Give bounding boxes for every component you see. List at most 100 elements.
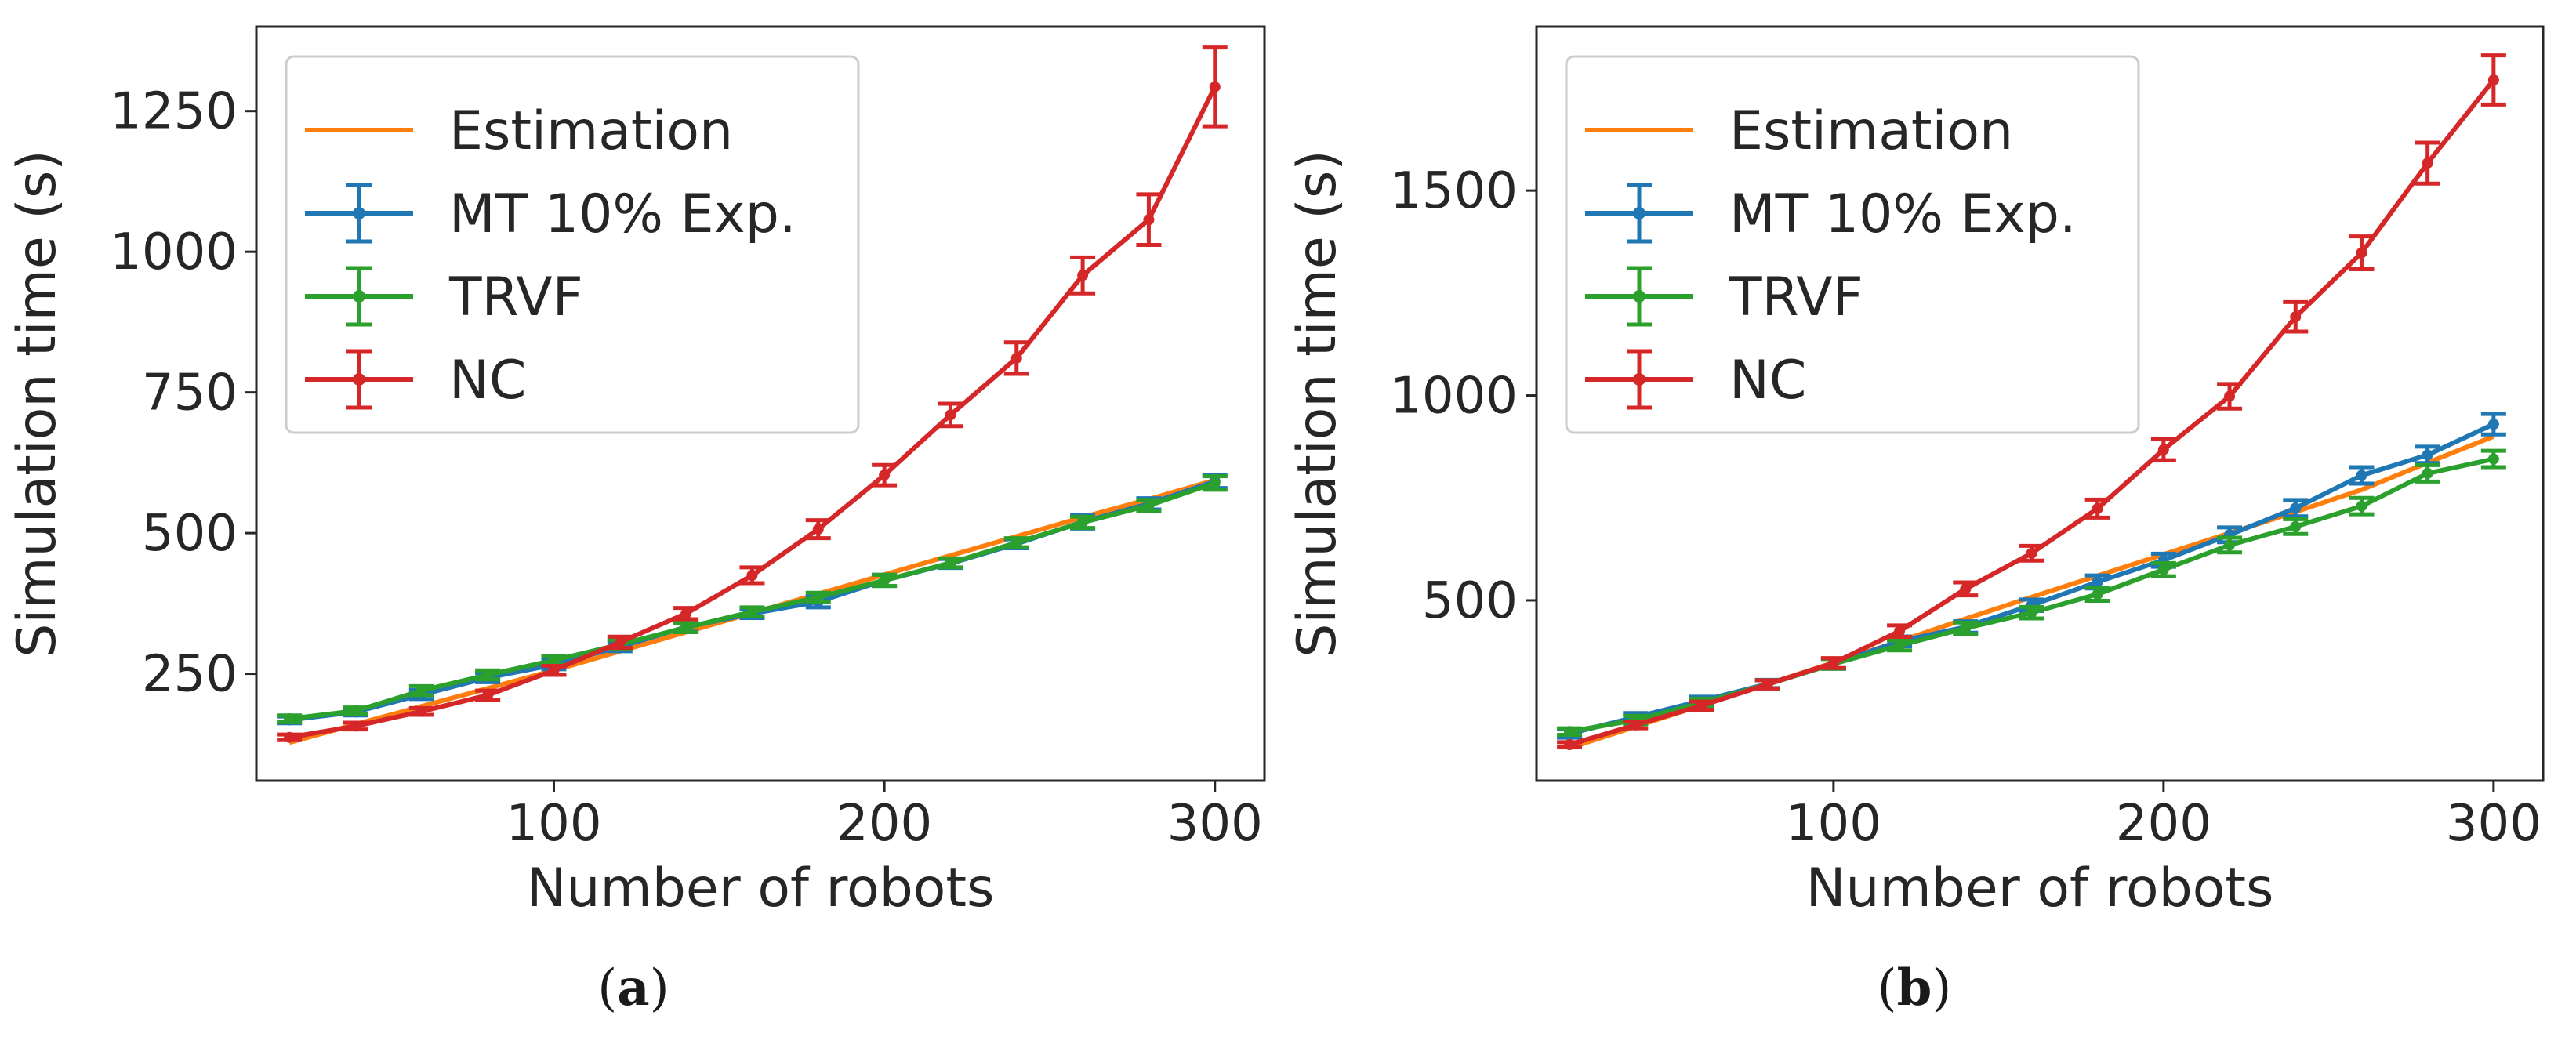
series-trvf — [1557, 448, 2506, 738]
y-axis-label: Simulation time (s) — [6, 150, 68, 658]
data-point — [1143, 499, 1155, 511]
legend-entry: TRVF — [1585, 266, 1863, 328]
data-point — [945, 409, 956, 421]
legend: Estimation MT 10% Exp. TRVF NC — [285, 55, 860, 434]
legend-swatch-marker — [1633, 207, 1645, 219]
legend-label: NC — [1729, 350, 1806, 412]
data-point — [1696, 700, 1707, 712]
data-point — [2422, 467, 2433, 479]
x-tick-label: 200 — [836, 795, 932, 853]
x-axis-label: Number of robots — [527, 858, 995, 919]
data-point — [2092, 576, 2103, 588]
legend-swatch-marker — [353, 373, 365, 386]
data-point — [415, 705, 427, 717]
data-point — [2290, 502, 2302, 514]
y-tick-label: 1000 — [110, 223, 238, 281]
data-point — [1894, 640, 1906, 651]
x-tick-label: 100 — [506, 795, 601, 853]
data-point — [2224, 390, 2236, 402]
series-nc — [277, 45, 1228, 743]
legend-swatch-marker — [353, 290, 365, 303]
chart-panel-b: 100 200 300 500 1000 1500 Number of robots Simu… — [1286, 25, 2545, 1017]
data-point — [879, 470, 891, 481]
y-tick-label: 250 — [142, 646, 238, 704]
plot-frame — [1535, 25, 2545, 782]
legend-label: Estimation — [449, 100, 733, 162]
y-tick-label: 1000 — [1390, 368, 1518, 426]
data-point — [1143, 214, 1155, 226]
data-point — [1827, 657, 1839, 669]
legend-entry: NC — [1585, 349, 1806, 412]
x-axis-label: Number of robots — [1806, 858, 2274, 919]
data-point — [1209, 477, 1221, 489]
data-point — [284, 731, 296, 743]
data-point — [1761, 679, 1773, 691]
data-point — [350, 720, 361, 732]
legend-label: NC — [449, 350, 526, 412]
legend-box — [285, 55, 860, 434]
data-point — [746, 606, 758, 618]
legend-label: MT 10% Exp. — [449, 183, 796, 245]
legend-label: MT 10% Exp. — [1729, 183, 2077, 245]
data-point — [2356, 470, 2367, 481]
data-point — [2026, 607, 2037, 618]
legend-label: TRVF — [1729, 267, 1863, 328]
data-point — [812, 591, 824, 603]
data-point — [350, 705, 361, 716]
data-point — [1564, 726, 1576, 738]
data-point — [2157, 444, 2169, 455]
plot-frame — [255, 25, 1266, 782]
data-point — [746, 569, 758, 581]
series-mt-10-exp- — [1557, 412, 2506, 740]
data-point — [548, 665, 560, 676]
data-point — [680, 622, 692, 633]
x-tick-label: 300 — [2446, 795, 2542, 853]
y-tick-label: 500 — [142, 505, 238, 563]
series-nc — [1557, 53, 2506, 750]
data-point — [1209, 81, 1221, 92]
x-tick-label: 300 — [1167, 795, 1263, 853]
data-point — [1077, 517, 1089, 528]
data-point — [812, 524, 824, 535]
legend-entry: Estimation — [1585, 100, 2013, 162]
data-point — [2224, 539, 2236, 551]
data-point — [284, 713, 296, 725]
legend-label: Estimation — [1729, 100, 2013, 162]
data-point — [1894, 625, 1906, 637]
panel-caption: (a) — [597, 959, 669, 1017]
data-point — [2487, 419, 2499, 430]
data-point — [415, 685, 427, 697]
data-point — [2290, 520, 2302, 532]
data-point — [879, 575, 891, 586]
data-point — [2356, 500, 2367, 512]
y-tick-label: 500 — [1422, 572, 1518, 630]
y-tick-label: 1250 — [110, 83, 238, 141]
data-point — [1077, 270, 1089, 281]
legend-entry: MT 10% Exp. — [1585, 183, 2077, 245]
data-point — [2356, 247, 2367, 259]
data-point — [548, 654, 560, 666]
data-point — [2422, 158, 2433, 169]
data-point — [2290, 311, 2302, 323]
series-trvf — [277, 474, 1228, 725]
data-point — [680, 607, 692, 619]
data-point — [1010, 352, 1022, 364]
y-tick-label: 1500 — [1390, 162, 1518, 220]
data-point — [2157, 564, 2169, 575]
legend-swatch-marker — [1633, 373, 1645, 386]
legend: Estimation MT 10% Exp. TRVF NC — [1565, 55, 2140, 434]
legend-swatch-marker — [1633, 290, 1645, 303]
data-point — [482, 689, 494, 701]
data-point — [614, 636, 626, 648]
panel-caption: (b) — [1878, 959, 1952, 1017]
data-point — [2092, 589, 2103, 600]
x-tick-label: 100 — [1786, 795, 1881, 853]
y-tick-label: 750 — [142, 364, 238, 422]
legend-entry: Estimation — [305, 100, 733, 162]
legend-box — [1565, 55, 2140, 434]
legend-entry: MT 10% Exp. — [305, 183, 796, 245]
y-axis-label: Simulation time (s) — [1286, 150, 1348, 658]
data-point — [2487, 74, 2499, 85]
data-point — [2026, 547, 2037, 559]
